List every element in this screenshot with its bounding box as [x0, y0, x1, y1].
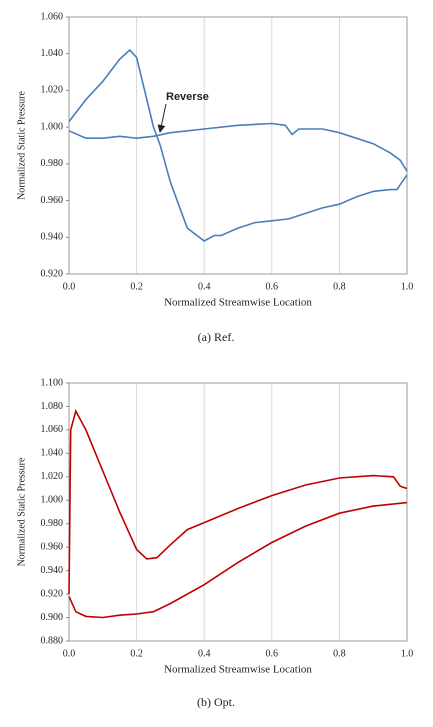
- y-tick-label: 0.920: [41, 588, 64, 599]
- y-tick-label: 0.940: [41, 565, 64, 576]
- y-tick-label: 1.060: [41, 11, 64, 22]
- y-tick-label: 0.940: [41, 232, 64, 243]
- y-tick-label: 0.880: [41, 635, 64, 646]
- x-axis-label: Normalized Streamwise Location: [164, 664, 312, 676]
- plot-frame: [68, 382, 408, 642]
- caption: (a) Ref.: [198, 330, 235, 344]
- line: [68, 48, 408, 242]
- y-tick-label: 1.020: [41, 471, 64, 482]
- x-tick-label: 0.4: [198, 281, 211, 292]
- y-tick-label: 1.000: [41, 121, 64, 132]
- x-tick-label: 0.0: [63, 648, 76, 659]
- x-tick-label: 0.0: [63, 281, 76, 292]
- y-tick-label: 1.060: [41, 424, 64, 435]
- y-axis-label: Normalized Static Pressure: [16, 91, 27, 200]
- y-tick-label: 0.980: [41, 158, 64, 169]
- x-axis-label: Normalized Streamwise Location: [164, 297, 312, 309]
- y-tick-label: 1.040: [41, 448, 64, 459]
- y-tick-label: 0.960: [41, 195, 64, 206]
- x-tick-label: 0.8: [333, 648, 346, 659]
- annotation: Reverse: [166, 91, 209, 103]
- y-tick-label: 0.980: [41, 518, 64, 529]
- y-tick-label: 1.080: [41, 401, 64, 412]
- caption: (b) Opt.: [197, 695, 235, 709]
- x-tick-label: 0.2: [130, 648, 143, 659]
- x-tick-label: 0.8: [333, 281, 346, 292]
- plot-frame: [68, 16, 408, 275]
- x-tick-label: 1.0: [401, 281, 414, 292]
- x-tick-label: 0.4: [198, 648, 211, 659]
- line: [68, 501, 408, 619]
- y-tick-label: 1.000: [41, 495, 64, 506]
- y-tick-label: 0.960: [41, 541, 64, 552]
- x-tick-label: 1.0: [401, 648, 414, 659]
- y-tick-label: 1.040: [41, 48, 64, 59]
- y-tick-label: 1.020: [41, 85, 64, 96]
- x-tick-label: 0.6: [266, 281, 279, 292]
- x-tick-label: 0.2: [130, 281, 143, 292]
- y-tick-label: 0.920: [41, 268, 64, 279]
- y-tick-label: 1.100: [41, 377, 64, 388]
- y-tick-label: 0.900: [41, 612, 64, 623]
- line: [68, 408, 408, 595]
- line: [68, 122, 408, 172]
- x-tick-label: 0.6: [266, 648, 279, 659]
- y-axis-label: Normalized Static Pressure: [16, 457, 27, 566]
- annotation-arrow: [157, 103, 167, 133]
